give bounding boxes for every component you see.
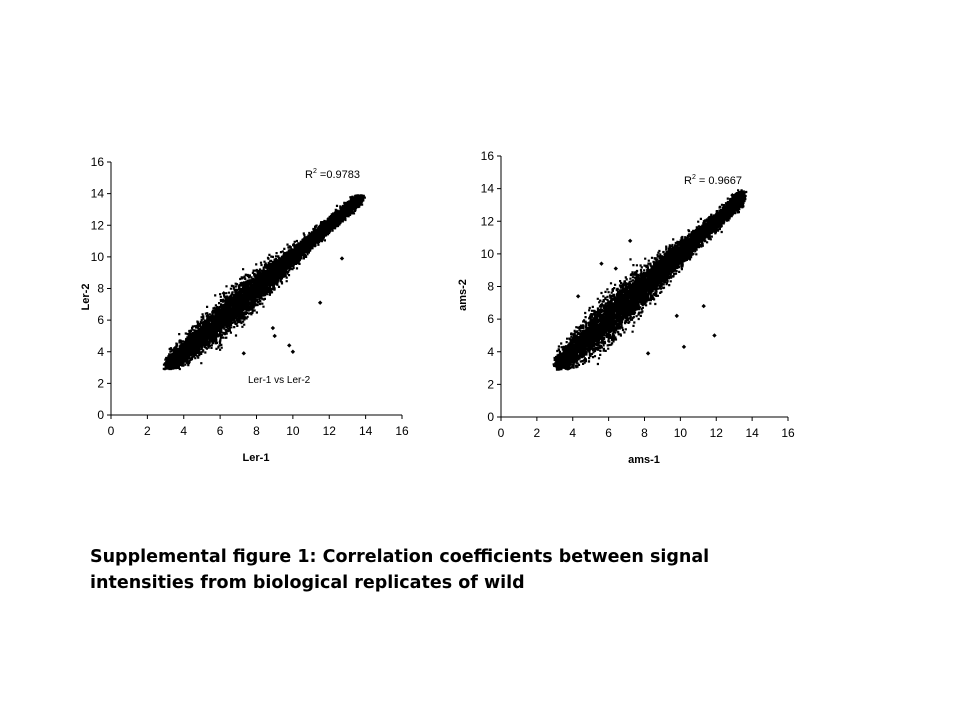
x-tick-label: 8 — [641, 426, 648, 440]
y-tick-label: 14 — [91, 187, 105, 201]
scatter-plot-ams: 0 2 4 6 8 10 12 14 16 0 2 4 6 8 10 12 14 16 ams-1 ams-2 R… — [457, 149, 795, 466]
y-tick-label: 12 — [481, 214, 495, 228]
axes: 0 2 4 6 8 10 12 14 16 0 2 4 6 8 10 12 14 16 — [91, 155, 409, 438]
outlier-point — [323, 227, 328, 233]
outlier-point — [575, 294, 581, 299]
y-axis-label: Ler-2 — [80, 284, 92, 311]
x-tick-label: 8 — [253, 424, 260, 438]
y-tick-label: 6 — [97, 313, 104, 327]
scatter-point-cloud — [162, 194, 366, 371]
y-tick-label: 16 — [481, 149, 495, 163]
outlier-point — [712, 333, 717, 338]
y-tick-label: 8 — [487, 280, 494, 294]
y-tick-label: 16 — [91, 155, 105, 169]
outlier-point — [613, 266, 618, 271]
y-tick-label: 14 — [481, 182, 495, 196]
outlier-point — [627, 238, 633, 244]
caption-line-2: intensities from biological replicates o… — [90, 573, 525, 593]
x-tick-label: 2 — [144, 424, 151, 438]
x-tick-label: 10 — [674, 426, 688, 440]
scatter-plot-ler: 0 2 4 6 8 10 12 14 16 0 2 4 6 8 10 12 14 16 Ler-1 Ler-2 R… — [80, 155, 409, 464]
outlier-point — [599, 261, 604, 266]
r-squared-sup: 2 — [313, 168, 317, 175]
outlier-point — [287, 261, 292, 266]
outlier-point — [681, 344, 687, 350]
x-tick-label: 0 — [108, 424, 115, 438]
x-tick-label: 4 — [180, 424, 187, 438]
r-squared-value: = 0.9667 — [696, 175, 742, 187]
scatter-point-cloud — [552, 189, 748, 371]
y-tick-label: 0 — [487, 410, 494, 424]
outlier-point — [339, 256, 345, 261]
outlier-point — [730, 192, 735, 198]
x-axis-label: ams-1 — [628, 454, 660, 466]
x-tick-label: 12 — [323, 424, 337, 438]
outlier-point — [272, 333, 277, 339]
x-axis-label: Ler-1 — [243, 452, 270, 464]
r-squared-base: R — [305, 169, 313, 181]
y-tick-label: 8 — [97, 282, 104, 296]
x-tick-label: 14 — [359, 424, 373, 438]
y-tick-label: 10 — [481, 247, 495, 261]
y-tick-label: 4 — [97, 345, 104, 359]
outlier-point — [645, 351, 651, 356]
r-squared-annotation: R2 = 0.9667 — [684, 174, 742, 187]
outlier-point — [287, 343, 292, 348]
y-tick-label: 2 — [487, 377, 494, 391]
x-tick-label: 10 — [286, 424, 300, 438]
outlier-point — [221, 291, 226, 296]
y-tick-label: 4 — [487, 345, 494, 359]
r-squared-base: R — [684, 175, 692, 187]
x-tick-label: 6 — [605, 426, 612, 440]
outlier-point — [290, 349, 296, 354]
r-squared-value: =0.9783 — [317, 169, 360, 181]
y-axis-label: ams-2 — [457, 279, 469, 311]
x-tick-label: 0 — [498, 426, 505, 440]
outlier-point — [701, 303, 706, 309]
x-tick-label: 2 — [534, 426, 541, 440]
scatter-points — [162, 194, 366, 371]
y-tick-label: 12 — [91, 218, 105, 232]
caption-line-1: Supplemental figure 1: Correlation coeff… — [90, 547, 710, 567]
y-tick-label: 10 — [91, 250, 105, 264]
y-tick-label: 2 — [97, 376, 104, 390]
outlier-point — [674, 313, 679, 319]
y-tick-label: 0 — [97, 408, 104, 422]
outlier-point — [317, 300, 323, 305]
x-tick-label: 4 — [569, 426, 576, 440]
outlier-point — [270, 325, 276, 331]
y-tick-label: 6 — [487, 312, 494, 326]
r-squared-sup: 2 — [692, 174, 696, 181]
x-tick-label: 14 — [745, 426, 759, 440]
x-tick-label: 16 — [395, 424, 409, 438]
x-tick-label: 16 — [781, 426, 795, 440]
x-tick-label: 6 — [217, 424, 224, 438]
figure-caption: Supplemental figure 1: Correlation coeff… — [90, 544, 750, 596]
scatter-points — [552, 189, 748, 371]
axes: 0 2 4 6 8 10 12 14 16 0 2 4 6 8 10 12 14 16 — [481, 149, 795, 440]
x-tick-label: 12 — [710, 426, 724, 440]
r-squared-annotation: R2 =0.9783 — [305, 168, 360, 181]
outlier-point — [241, 351, 246, 356]
comparison-annotation: Ler-1 vs Ler-2 — [248, 375, 311, 386]
